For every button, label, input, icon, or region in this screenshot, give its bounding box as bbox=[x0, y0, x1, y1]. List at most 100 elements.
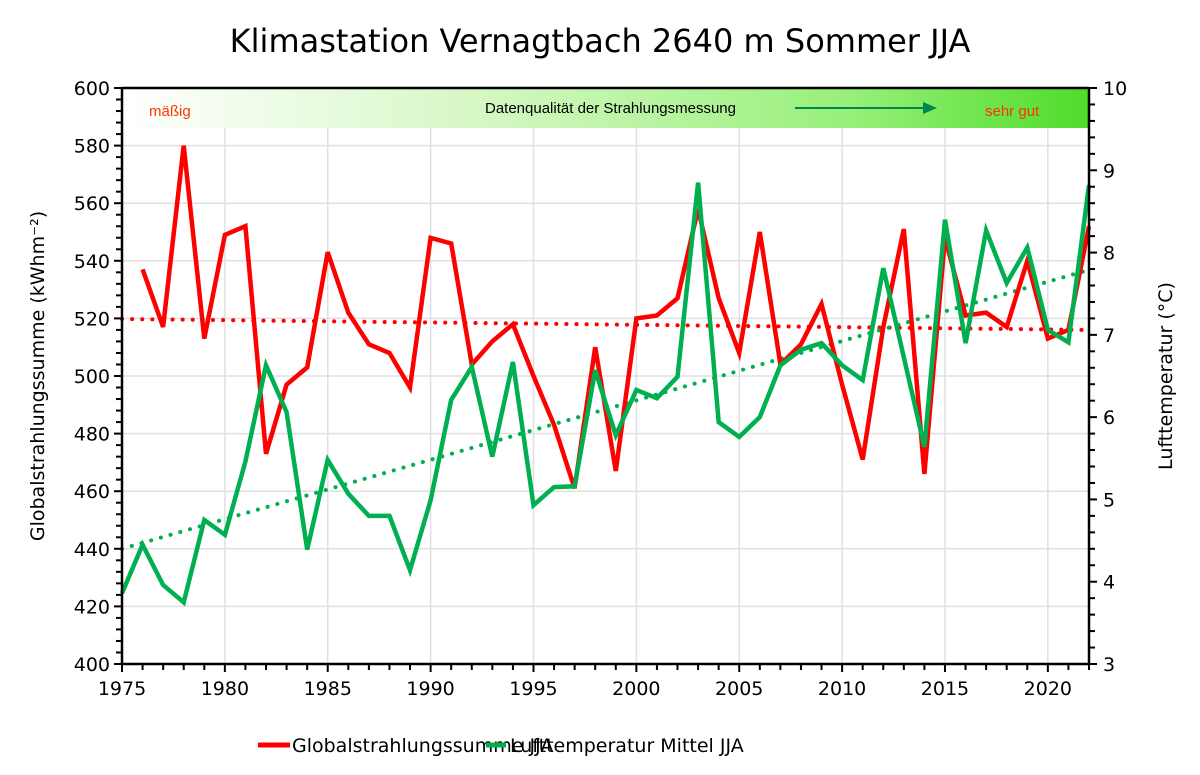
x-tick-label: 1995 bbox=[509, 678, 557, 700]
temperature-point bbox=[470, 365, 474, 369]
y-tick-label-left: 600 bbox=[74, 78, 110, 100]
legend-item-temperature[interactable]: Lufttemperatur Mittel JJA bbox=[486, 735, 744, 757]
temperature-point bbox=[223, 533, 227, 537]
radiation-point bbox=[223, 233, 227, 237]
temperature-point bbox=[141, 543, 145, 547]
y-tick-label-left: 580 bbox=[74, 136, 110, 158]
x-tick-label: 1980 bbox=[201, 678, 249, 700]
radiation-point bbox=[531, 374, 535, 378]
temperature-point bbox=[202, 518, 206, 522]
radiation-point bbox=[820, 302, 824, 306]
banner-right-label: sehr gut bbox=[985, 103, 1040, 120]
x-tick-label: 2020 bbox=[1024, 678, 1072, 700]
radiation-point bbox=[614, 469, 618, 473]
temperature-point bbox=[593, 368, 597, 372]
temperature-point bbox=[1005, 281, 1009, 285]
x-tick-label: 1975 bbox=[98, 678, 146, 700]
legend-label-radiation: Globalstrahlungssumme JJA bbox=[292, 735, 553, 757]
radiation-point bbox=[717, 296, 721, 300]
radiation-point bbox=[326, 250, 330, 254]
y-tick-label-right: 5 bbox=[1103, 489, 1115, 511]
temperature-point bbox=[1025, 246, 1029, 250]
temperature-point bbox=[820, 341, 824, 345]
radiation-point bbox=[593, 345, 597, 349]
radiation-point bbox=[264, 452, 268, 456]
y-tick-label-left: 500 bbox=[74, 366, 110, 388]
temperature-point bbox=[573, 484, 577, 488]
temperature-point bbox=[778, 363, 782, 367]
temperature-point bbox=[655, 396, 659, 400]
legend: Globalstrahlungssumme JJA Lufttemperatur… bbox=[258, 735, 744, 757]
y-tick-label-right: 4 bbox=[1103, 572, 1115, 594]
radiation-point bbox=[429, 236, 433, 240]
radiation-point bbox=[346, 311, 350, 315]
temperature-point bbox=[285, 410, 289, 414]
legend-item-radiation[interactable]: Globalstrahlungssumme JJA bbox=[258, 735, 553, 757]
x-tick-label: 2010 bbox=[818, 678, 866, 700]
temperature-point bbox=[161, 583, 165, 587]
grid bbox=[122, 88, 1089, 664]
x-tick-label: 1990 bbox=[406, 678, 454, 700]
temperature-point bbox=[449, 398, 453, 402]
tick-labels: 400 420 440 460 480 500 520 540 560 580 600 3 4 5 6 7 8 9… bbox=[74, 78, 1127, 700]
temperature-point bbox=[758, 415, 762, 419]
y-tick-label-right: 3 bbox=[1103, 654, 1115, 676]
quality-banner: mäßig Datenqualität der Strahlungsmessun… bbox=[122, 89, 1089, 128]
y-tick-label-left: 560 bbox=[74, 193, 110, 215]
radiation-point bbox=[182, 144, 186, 148]
y-tick-label-left: 480 bbox=[74, 424, 110, 446]
temperature-point bbox=[799, 348, 803, 352]
banner-center-label: Datenqualität der Strahlungsmessung bbox=[485, 100, 736, 117]
radiation-point bbox=[387, 351, 391, 355]
radiation-trend-line bbox=[120, 316, 1091, 332]
temperature-point bbox=[717, 420, 721, 424]
temperature-point bbox=[922, 445, 926, 449]
radiation-point bbox=[799, 342, 803, 346]
radiation-point bbox=[490, 339, 494, 343]
temperature-point bbox=[737, 435, 741, 439]
temperature-series-line bbox=[119, 182, 1092, 607]
x-tick-label: 1985 bbox=[304, 678, 352, 700]
radiation-point bbox=[305, 365, 309, 369]
temperature-point bbox=[490, 455, 494, 459]
x-tick-label: 2005 bbox=[715, 678, 763, 700]
temperature-point bbox=[1046, 328, 1050, 332]
axes bbox=[114, 86, 1097, 672]
y-tick-label-right: 7 bbox=[1103, 325, 1115, 347]
radiation-point bbox=[902, 227, 906, 231]
temperature-point bbox=[696, 181, 700, 185]
radiation-point bbox=[881, 325, 885, 329]
radiation-point bbox=[511, 322, 515, 326]
y-tick-label-right: 9 bbox=[1103, 160, 1115, 182]
temperature-point bbox=[305, 548, 309, 552]
temperature-point bbox=[552, 485, 556, 489]
radiation-point bbox=[141, 267, 145, 271]
radiation-point bbox=[634, 316, 638, 320]
radiation-point bbox=[758, 230, 762, 234]
banner-left-label: mäßig bbox=[149, 103, 191, 120]
y-tick-label-right: 8 bbox=[1103, 243, 1115, 265]
y-axis-right-title: Lufttemperatur (°C) bbox=[1155, 282, 1177, 470]
temperature-point bbox=[984, 228, 988, 232]
temperature-point bbox=[264, 363, 268, 367]
y-tick-label-left: 400 bbox=[74, 654, 110, 676]
y-tick-label-left: 540 bbox=[74, 251, 110, 273]
radiation-point bbox=[408, 386, 412, 390]
temperature-point bbox=[614, 433, 618, 437]
temperature-point bbox=[881, 266, 885, 270]
temperature-point bbox=[346, 492, 350, 496]
temperature-point bbox=[326, 458, 330, 462]
temperature-point bbox=[676, 375, 680, 379]
temperature-point bbox=[511, 360, 515, 364]
temperature-point bbox=[1066, 340, 1070, 344]
y-tick-label-left: 460 bbox=[74, 481, 110, 503]
series-lines bbox=[119, 144, 1092, 607]
temperature-point bbox=[531, 503, 535, 507]
temperature-point bbox=[408, 568, 412, 572]
temperature-point bbox=[182, 600, 186, 604]
temperature-point bbox=[902, 355, 906, 359]
radiation-point bbox=[202, 337, 206, 341]
radiation-point bbox=[1005, 325, 1009, 329]
radiation-point bbox=[984, 311, 988, 315]
